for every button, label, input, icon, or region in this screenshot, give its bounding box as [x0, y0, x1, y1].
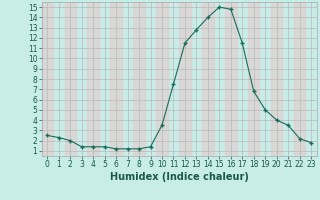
Bar [156, 2, 168, 156]
Bar [133, 2, 145, 156]
Bar [271, 2, 282, 156]
Bar [248, 2, 260, 156]
Bar [87, 2, 99, 156]
X-axis label: Humidex (Indice chaleur): Humidex (Indice chaleur) [110, 172, 249, 182]
Bar [225, 2, 236, 156]
Bar [179, 2, 191, 156]
Bar [65, 2, 76, 156]
Bar [42, 2, 53, 156]
Bar [202, 2, 214, 156]
Bar [294, 2, 305, 156]
Bar [110, 2, 122, 156]
